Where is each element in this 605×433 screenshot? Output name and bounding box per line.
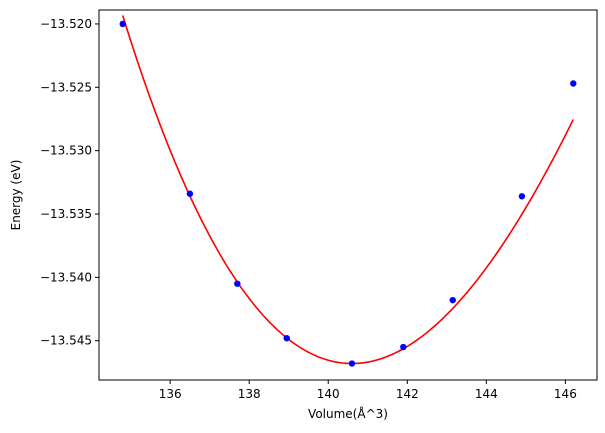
y-tick-label: −13.540 [40, 270, 92, 284]
data-point [283, 334, 290, 342]
x-axis-ticks: 136 138 140 142 144 146 [159, 380, 577, 401]
y-axis-title: Energy (eV) [9, 160, 23, 231]
y-tick-label: −13.545 [40, 334, 92, 348]
x-tick-label: 142 [396, 387, 419, 401]
axes-frame [98, 9, 598, 381]
x-tick-label: 136 [159, 387, 182, 401]
y-tick-label: −13.525 [40, 80, 92, 94]
data-point [119, 20, 126, 28]
x-axis-title: Volume(Å^3) [308, 406, 388, 421]
x-tick-label: 144 [475, 387, 498, 401]
data-point [570, 80, 577, 87]
x-tick-label: 140 [317, 387, 340, 401]
y-axis-ticks: −13.520 −13.525 −13.530 −13.535 −13.540 −13.5… [40, 17, 99, 348]
y-tick-label: −13.530 [40, 144, 92, 158]
x-tick-label: 146 [554, 387, 577, 401]
data-point [348, 360, 356, 367]
data-point [518, 193, 526, 200]
fit-curve-line [121, 15, 575, 365]
data-point [234, 280, 241, 287]
x-tick-label: 138 [238, 387, 261, 401]
data-point [400, 343, 407, 351]
data-point [186, 190, 194, 197]
plot-area [119, 15, 577, 367]
y-tick-label: −13.520 [40, 17, 92, 31]
data-point [449, 296, 456, 304]
y-tick-label: −13.535 [40, 207, 92, 221]
